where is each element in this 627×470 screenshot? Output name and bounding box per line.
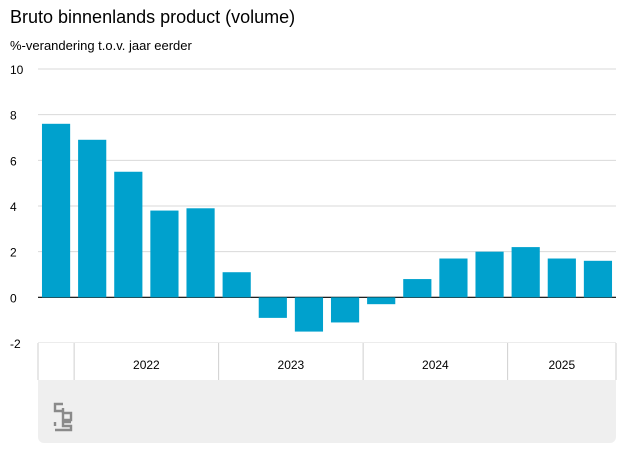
- x-tick-label: 2025: [548, 358, 575, 372]
- y-tick-label: 2: [10, 246, 17, 260]
- bar: [186, 208, 215, 298]
- bar: [547, 258, 576, 298]
- chart-subtitle: %-verandering t.o.v. jaar eerder: [10, 38, 192, 53]
- bar: [78, 139, 107, 298]
- bar: [583, 260, 613, 298]
- bar: [403, 279, 432, 298]
- y-tick-label: 0: [10, 291, 17, 305]
- bar: [475, 251, 504, 298]
- chart-footer: [38, 380, 616, 443]
- bar: [511, 247, 540, 298]
- y-tick-label: -2: [10, 337, 21, 351]
- y-tick-label: 10: [10, 63, 24, 77]
- cbs-logo-icon: [53, 402, 73, 432]
- bar-chart: -2 0 2 4 6 8 10 2022 2023 2024 2025: [10, 63, 617, 380]
- chart-title: Bruto binnenlands product (volume): [10, 7, 296, 27]
- bar: [367, 297, 396, 305]
- y-tick-label: 4: [10, 200, 17, 214]
- bar: [150, 210, 179, 298]
- x-tick-label: 2024: [422, 358, 449, 372]
- y-tick-label: 6: [10, 154, 17, 168]
- bar: [439, 258, 468, 298]
- bar: [114, 171, 143, 298]
- bar: [258, 297, 287, 318]
- bar: [294, 297, 324, 332]
- x-tick-label: 2022: [133, 358, 160, 372]
- x-tick-label: 2023: [278, 358, 305, 372]
- y-tick-label: 8: [10, 109, 17, 123]
- bar: [222, 272, 251, 298]
- x-axis-band: [38, 343, 616, 380]
- bar: [41, 123, 71, 298]
- bar: [330, 297, 360, 323]
